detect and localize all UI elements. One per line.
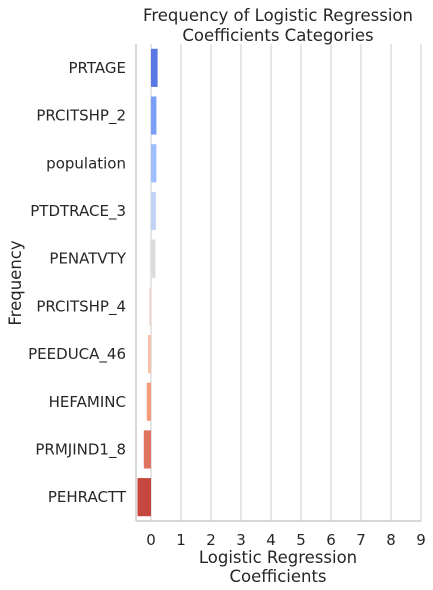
category-label: population bbox=[46, 154, 126, 172]
x-tick-label: 7 bbox=[356, 531, 366, 549]
x-tick-label: 9 bbox=[416, 531, 426, 549]
category-label: PEEDUCA_46 bbox=[28, 345, 126, 364]
chart-title-line-1: Frequency of Logistic Regression bbox=[143, 6, 413, 25]
grid-lines bbox=[150, 44, 422, 521]
bar-prcitshp-2 bbox=[151, 96, 157, 135]
bar-ptdtrace-3 bbox=[151, 191, 156, 231]
bars bbox=[137, 48, 158, 517]
bar-peeduca-46 bbox=[148, 334, 151, 374]
x-tick-label: 1 bbox=[176, 531, 186, 549]
x-tick-label: 3 bbox=[236, 531, 246, 549]
chart-title-line-2: Coefficients Categories bbox=[182, 26, 373, 45]
x-tick-label: 2 bbox=[206, 531, 216, 549]
category-label: PENATVTY bbox=[49, 250, 126, 268]
category-label: PRMJIND1_8 bbox=[35, 440, 126, 459]
x-tick-label: 8 bbox=[386, 531, 396, 549]
category-label: PEHRACTT bbox=[48, 488, 127, 506]
bar-population bbox=[151, 144, 157, 183]
x-tick-labels: 0 1 2 3 4 5 6 7 8 9 bbox=[146, 531, 426, 549]
category-label: PRCITSHP_2 bbox=[36, 107, 126, 126]
x-tick-label: 4 bbox=[266, 531, 276, 549]
bar-prcitshp-4 bbox=[149, 287, 151, 326]
x-tick-label: 0 bbox=[146, 531, 156, 549]
bar-penatvty bbox=[151, 239, 156, 278]
bar-prmjind1-8 bbox=[143, 430, 151, 469]
category-label: HEFAMINC bbox=[49, 393, 126, 411]
x-axis-label-line-1: Logistic Regression bbox=[199, 548, 357, 567]
category-label: PRTAGE bbox=[69, 59, 126, 77]
category-label: PRCITSHP_4 bbox=[36, 297, 126, 316]
x-axis-label-line-2: Coefficients bbox=[229, 567, 326, 586]
x-tick-label: 5 bbox=[296, 531, 306, 549]
bar-prtage bbox=[151, 48, 158, 87]
category-label: PTDTRACE_3 bbox=[30, 202, 126, 221]
category-labels: PRTAGE PRCITSHP_2 population PTDTRACE_3 PENA… bbox=[28, 59, 127, 506]
x-tick-label: 6 bbox=[326, 531, 336, 549]
y-axis-label: Frequency bbox=[6, 240, 25, 325]
bar-hefaminc bbox=[146, 382, 151, 421]
bar-pehractt bbox=[137, 478, 151, 517]
